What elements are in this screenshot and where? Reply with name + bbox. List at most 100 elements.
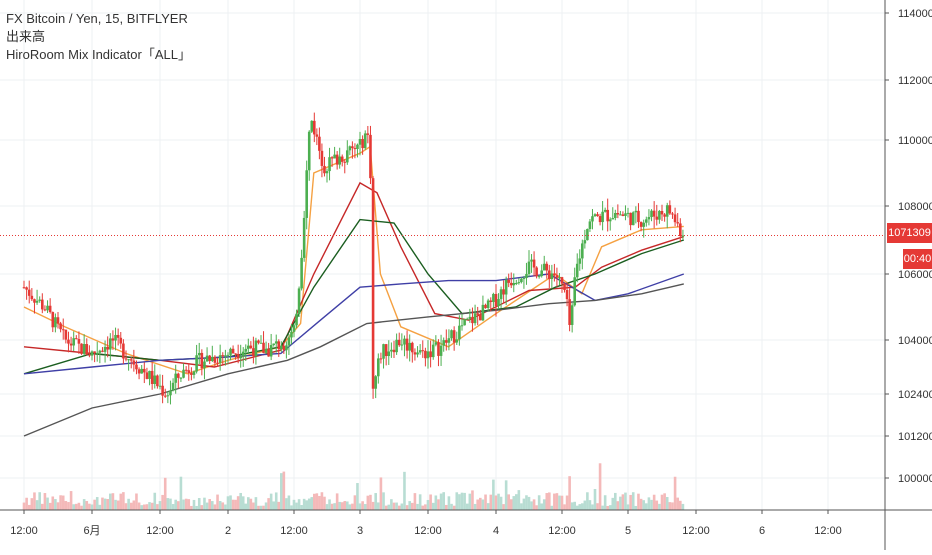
volume-bar bbox=[267, 498, 270, 510]
volume-bar bbox=[310, 497, 314, 510]
volume-bar bbox=[596, 503, 599, 510]
volume-label[interactable]: 出来高 bbox=[6, 29, 46, 44]
candle-body bbox=[530, 259, 533, 262]
candle-body bbox=[213, 356, 217, 363]
volume-bar bbox=[88, 503, 91, 510]
candle-body bbox=[320, 150, 324, 166]
volume-bar bbox=[197, 498, 201, 510]
candle-body bbox=[647, 217, 651, 220]
volume-bar bbox=[111, 493, 115, 510]
candle-body bbox=[665, 205, 669, 217]
candle-body bbox=[550, 273, 554, 280]
y-tick-label: 1060000 bbox=[898, 269, 932, 281]
candle-body bbox=[111, 338, 115, 341]
volume-bar bbox=[247, 497, 250, 510]
candle-body bbox=[313, 120, 316, 135]
candle-body bbox=[548, 270, 551, 280]
volume-bar bbox=[537, 495, 541, 510]
volume-bar bbox=[413, 493, 417, 510]
volume-bar bbox=[320, 492, 324, 510]
candle-body bbox=[658, 210, 661, 220]
y-tick-label: 1080000 bbox=[898, 201, 932, 213]
candle-body bbox=[497, 299, 500, 307]
volume-bar bbox=[285, 498, 288, 510]
candle-body bbox=[109, 338, 112, 350]
volume-bar bbox=[224, 504, 227, 510]
volume-bar bbox=[390, 499, 393, 510]
volume-bar bbox=[150, 502, 154, 510]
volume-bar bbox=[460, 492, 464, 510]
volume-bar bbox=[351, 503, 354, 510]
candle-body bbox=[114, 334, 117, 341]
candle-body bbox=[509, 282, 513, 286]
volume-bar bbox=[384, 505, 388, 510]
volume-bar bbox=[348, 504, 352, 510]
volume-bar bbox=[626, 504, 630, 510]
candle-body bbox=[363, 133, 367, 149]
volume-bar bbox=[660, 494, 664, 510]
candle-body bbox=[515, 282, 518, 284]
volume-bar bbox=[581, 503, 584, 510]
volume-bar bbox=[187, 499, 191, 510]
candle-body bbox=[241, 351, 245, 357]
volume-bar bbox=[307, 498, 311, 510]
candle-body bbox=[671, 213, 674, 215]
volume-bar bbox=[606, 505, 609, 510]
candle-body bbox=[95, 352, 99, 354]
candle-body bbox=[418, 350, 422, 353]
volume-bar bbox=[338, 501, 341, 510]
candle-body bbox=[234, 353, 237, 355]
volume-bar bbox=[208, 499, 211, 510]
candle-body bbox=[272, 343, 275, 346]
candle-body bbox=[455, 339, 459, 343]
candle-body bbox=[203, 361, 206, 369]
candle-body bbox=[280, 345, 283, 349]
volume-bar bbox=[621, 494, 625, 510]
volume-bar bbox=[43, 493, 47, 510]
candle-body bbox=[38, 299, 41, 301]
volume-bar bbox=[424, 504, 427, 510]
candle-body bbox=[390, 349, 393, 352]
volume-bar bbox=[325, 504, 329, 510]
candle-body bbox=[179, 377, 183, 379]
x-tick-label: 12:00 bbox=[814, 525, 842, 537]
x-tick-label: 12:00 bbox=[682, 525, 710, 537]
volume-bar bbox=[295, 502, 298, 510]
volume-bar bbox=[392, 502, 396, 510]
volume-bar bbox=[429, 494, 432, 510]
candle-body bbox=[356, 144, 359, 149]
volume-bar bbox=[377, 502, 380, 510]
ma-layer bbox=[23, 145, 685, 437]
candle-body bbox=[290, 331, 293, 338]
volume-bar bbox=[550, 505, 554, 510]
volume-bar bbox=[555, 493, 559, 510]
candle-body bbox=[64, 329, 68, 340]
candle-body bbox=[229, 348, 232, 355]
volume-bar bbox=[335, 493, 339, 510]
candle-body bbox=[568, 299, 571, 325]
volume-bar bbox=[455, 492, 459, 510]
volume-bar bbox=[269, 493, 273, 510]
x-tick-label: 6月 bbox=[83, 525, 100, 537]
indicator-label[interactable]: HiroRoom Mix Indicator「ALL」 bbox=[6, 47, 191, 62]
volume-bar bbox=[507, 494, 510, 510]
volume-bar bbox=[530, 501, 533, 510]
candle-body bbox=[366, 133, 370, 135]
symbol-title[interactable]: FX Bitcoin / Yen, 15, BITFLYER bbox=[6, 11, 188, 26]
candle-body bbox=[269, 345, 273, 357]
candle-body bbox=[353, 148, 357, 150]
volume-bar bbox=[85, 501, 89, 510]
candle-body bbox=[43, 309, 47, 311]
volume-bar bbox=[254, 497, 258, 510]
x-tick-label: 12:00 bbox=[548, 525, 576, 537]
volume-bar bbox=[64, 500, 68, 510]
candle-body bbox=[300, 257, 303, 289]
candle-body bbox=[473, 313, 477, 324]
volume-bar bbox=[517, 490, 521, 510]
volume-bar bbox=[148, 502, 151, 510]
volume-bar bbox=[98, 504, 102, 510]
volume-bar bbox=[290, 505, 293, 510]
candle-body bbox=[226, 354, 230, 356]
